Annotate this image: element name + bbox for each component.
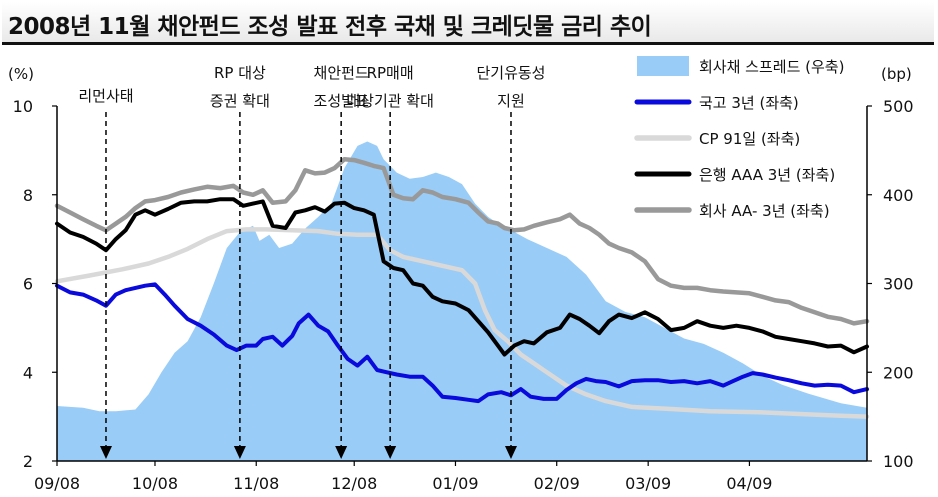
right-tick-label: 100 [883, 452, 914, 471]
annotation-arrowhead [504, 446, 517, 459]
legend-entry-label: 회사 AA- 3년 (좌축) [699, 202, 830, 220]
right-tick-label: 500 [883, 97, 914, 116]
right-tick-label: 200 [883, 363, 914, 382]
x-tick-label: 01/09 [432, 474, 478, 493]
rate-lines-layer [54, 156, 870, 419]
left-tick-label: 8 [23, 186, 33, 205]
annotation-label: 채안펀드 [314, 64, 369, 82]
legend-swatch-spread [637, 56, 689, 76]
annotation-label: 증권 확대 [210, 92, 270, 110]
left-tick-label: 4 [23, 363, 33, 382]
right-tick-label: 300 [883, 275, 914, 294]
series-gov3y-line [55, 282, 869, 404]
x-tick-label: 02/09 [534, 474, 580, 493]
legend-entry-label: 회사채 스프레드 (우축) [699, 58, 844, 76]
annotation-label: 리먼사태 [78, 87, 133, 105]
left-tick-label: 6 [23, 275, 33, 294]
annotation-arrowhead [384, 446, 397, 459]
legend-entry-label: 국고 3년 (좌축) [699, 94, 799, 112]
right-unit-label: (bp) [881, 65, 912, 83]
annotation-label: 대상기관 확대 [346, 92, 434, 110]
x-tick-label: 03/09 [625, 474, 671, 493]
axes-layer: 2 4 6 8 10 100 200 300 400 500 (%) (bp) 09/08 10/08 11… [8, 65, 914, 493]
annotation-label: RP 대상 [214, 64, 266, 82]
legend: 회사채 스프레드 (우축) 국고 3년 (좌축) CP 91일 (좌축) 은행 AAA… [634, 56, 844, 220]
x-tick-label: 11/08 [233, 474, 279, 493]
annotation-label: 조성발표 [314, 92, 369, 110]
legend-entry-label: 은행 AAA 3년 (좌축) [699, 166, 835, 184]
series-bank-aaa-line [55, 197, 869, 357]
annotation-label: 단기유동성 [476, 64, 545, 82]
annotation-arrowhead [335, 446, 348, 459]
annotation-label: RP매매 [367, 64, 414, 82]
left-tick-label: 10 [13, 97, 33, 116]
series-corp-aa-line [54, 156, 870, 326]
x-tick-label: 04/09 [726, 474, 772, 493]
annotation-label: 지원 [497, 92, 525, 110]
left-unit-label: (%) [8, 65, 34, 83]
left-tick-label: 2 [23, 452, 33, 471]
chart-title: 2008년 11월 채안펀드 조성 발표 전후 국채 및 크레딧물 금리 추이 [8, 14, 652, 40]
right-tick-label: 400 [883, 186, 914, 205]
title-bar: 2008년 11월 채안펀드 조성 발표 전후 국채 및 크레딧물 금리 추이 [2, 2, 934, 45]
annotation-arrowhead [99, 446, 112, 459]
annotation-arrowhead [233, 446, 246, 459]
legend-entry-label: CP 91일 (좌축) [699, 130, 800, 148]
series-cp91-line [54, 227, 870, 419]
x-tick-label: 09/08 [34, 474, 80, 493]
x-tick-label: 10/08 [132, 474, 178, 493]
x-tick-label: 12/08 [331, 474, 377, 493]
